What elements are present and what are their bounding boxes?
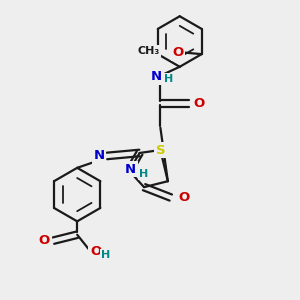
Text: H: H — [164, 74, 173, 84]
Text: O: O — [178, 191, 190, 204]
Text: N: N — [93, 149, 104, 162]
Text: H: H — [139, 169, 148, 179]
Text: O: O — [172, 46, 183, 59]
Text: O: O — [39, 234, 50, 247]
Text: N: N — [125, 163, 136, 176]
Text: S: S — [156, 143, 165, 157]
Text: O: O — [194, 98, 205, 110]
Text: CH₃: CH₃ — [138, 46, 160, 56]
Text: N: N — [151, 70, 162, 83]
Text: H: H — [101, 250, 110, 260]
Text: O: O — [90, 244, 101, 258]
